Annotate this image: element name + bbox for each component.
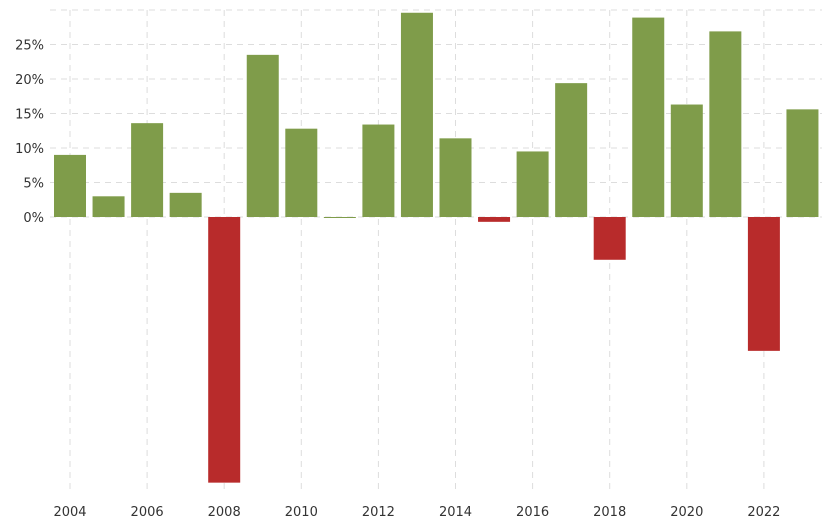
- bar-2009[interactable]: [246, 54, 279, 217]
- bar-2017[interactable]: [555, 83, 588, 217]
- y-tick-label: 20%: [15, 73, 44, 88]
- x-tick-label: 2016: [516, 505, 549, 520]
- bar-2004[interactable]: [54, 154, 86, 217]
- x-tick-label: 2012: [362, 505, 395, 520]
- bar-2013[interactable]: [400, 12, 433, 218]
- x-tick-label: 2014: [439, 505, 472, 520]
- x-tick-label: 2004: [53, 505, 86, 520]
- bar-2010[interactable]: [285, 128, 318, 217]
- x-tick-label: 2008: [208, 505, 241, 520]
- y-tick-label: 5%: [23, 177, 44, 192]
- bar-2008[interactable]: [208, 217, 241, 483]
- bar-2022[interactable]: [747, 217, 780, 351]
- bar-2015[interactable]: [478, 217, 511, 222]
- y-tick-label: 10%: [15, 142, 44, 157]
- bar-2020[interactable]: [670, 104, 703, 217]
- bar-2012[interactable]: [362, 124, 395, 217]
- bar-2019[interactable]: [632, 17, 665, 218]
- y-tick-label: 25%: [15, 39, 44, 54]
- y-tick-label: 15%: [15, 108, 44, 123]
- bar-2011[interactable]: [323, 217, 356, 218]
- bar-2018[interactable]: [593, 217, 626, 260]
- bar-2023[interactable]: [786, 109, 819, 217]
- bar-2006[interactable]: [131, 123, 164, 217]
- y-tick-label: 0%: [23, 211, 44, 226]
- bar-2007[interactable]: [169, 192, 202, 217]
- x-tick-label: 2018: [593, 505, 626, 520]
- x-tick-label: 2020: [670, 505, 703, 520]
- x-tick-label: 2010: [285, 505, 318, 520]
- x-tick-label: 2022: [747, 505, 780, 520]
- bar-2005[interactable]: [92, 196, 125, 217]
- bar-2014[interactable]: [439, 138, 472, 217]
- x-tick-label: 2006: [131, 505, 164, 520]
- bar-2016[interactable]: [516, 151, 549, 217]
- bar-2021[interactable]: [709, 31, 742, 217]
